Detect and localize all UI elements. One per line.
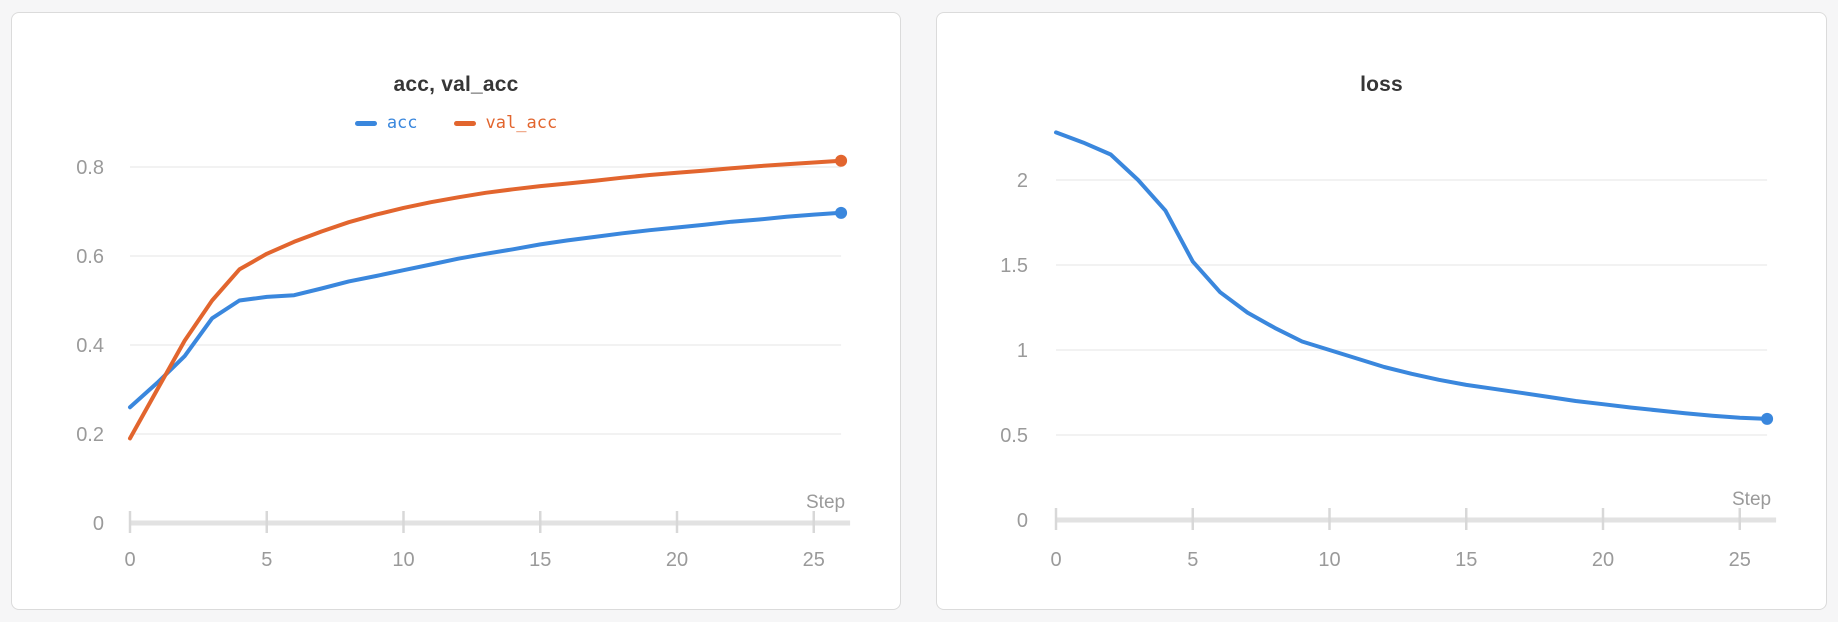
chart-title-acc-val-acc: acc, val_acc bbox=[393, 73, 519, 96]
legend: acc val_acc bbox=[12, 113, 900, 133]
svg-text:20: 20 bbox=[1592, 549, 1614, 571]
svg-text:0: 0 bbox=[124, 549, 135, 571]
svg-text:0.5: 0.5 bbox=[1000, 425, 1028, 447]
svg-text:0.2: 0.2 bbox=[76, 424, 104, 446]
legend-swatch-acc bbox=[354, 120, 377, 126]
svg-text:1.5: 1.5 bbox=[1000, 255, 1028, 277]
svg-text:0.8: 0.8 bbox=[76, 157, 104, 179]
svg-text:15: 15 bbox=[1455, 549, 1477, 571]
svg-text:1: 1 bbox=[1017, 340, 1028, 362]
legend-label-val-acc: val_acc bbox=[485, 113, 558, 133]
svg-text:0: 0 bbox=[93, 513, 104, 535]
svg-text:25: 25 bbox=[803, 549, 825, 571]
svg-text:10: 10 bbox=[392, 549, 414, 571]
svg-text:20: 20 bbox=[666, 549, 688, 571]
legend-swatch-val-acc bbox=[453, 120, 476, 126]
chart-canvas-acc-val-acc[interactable]: 0 0.2 0.4 0.6 0.8 0 5 10 15 20 25 Step bbox=[12, 13, 900, 609]
svg-text:5: 5 bbox=[1187, 549, 1198, 571]
svg-text:Step: Step bbox=[1732, 489, 1771, 510]
svg-text:0: 0 bbox=[1050, 549, 1061, 571]
svg-text:0: 0 bbox=[1017, 510, 1028, 532]
svg-text:10: 10 bbox=[1318, 549, 1340, 571]
svg-text:0.4: 0.4 bbox=[76, 335, 104, 357]
svg-text:2: 2 bbox=[1017, 170, 1028, 192]
legend-item-val-acc: val_acc bbox=[453, 113, 558, 133]
svg-text:Step: Step bbox=[806, 492, 845, 513]
panel-loss[interactable]: loss 0 0.5 1 1.5 2 0 5 10 15 20 25 Step bbox=[936, 12, 1827, 610]
legend-label-acc: acc bbox=[386, 113, 418, 133]
panel-acc-val-acc[interactable]: acc, val_acc acc val_acc 0 0.2 0.4 0.6 0.8 0 5… bbox=[11, 12, 901, 610]
svg-text:15: 15 bbox=[529, 549, 551, 571]
svg-text:0.6: 0.6 bbox=[76, 246, 104, 268]
chart-title-loss: loss bbox=[1360, 73, 1403, 96]
legend-item-acc: acc bbox=[354, 113, 418, 133]
svg-text:5: 5 bbox=[261, 549, 272, 571]
svg-text:25: 25 bbox=[1729, 549, 1751, 571]
